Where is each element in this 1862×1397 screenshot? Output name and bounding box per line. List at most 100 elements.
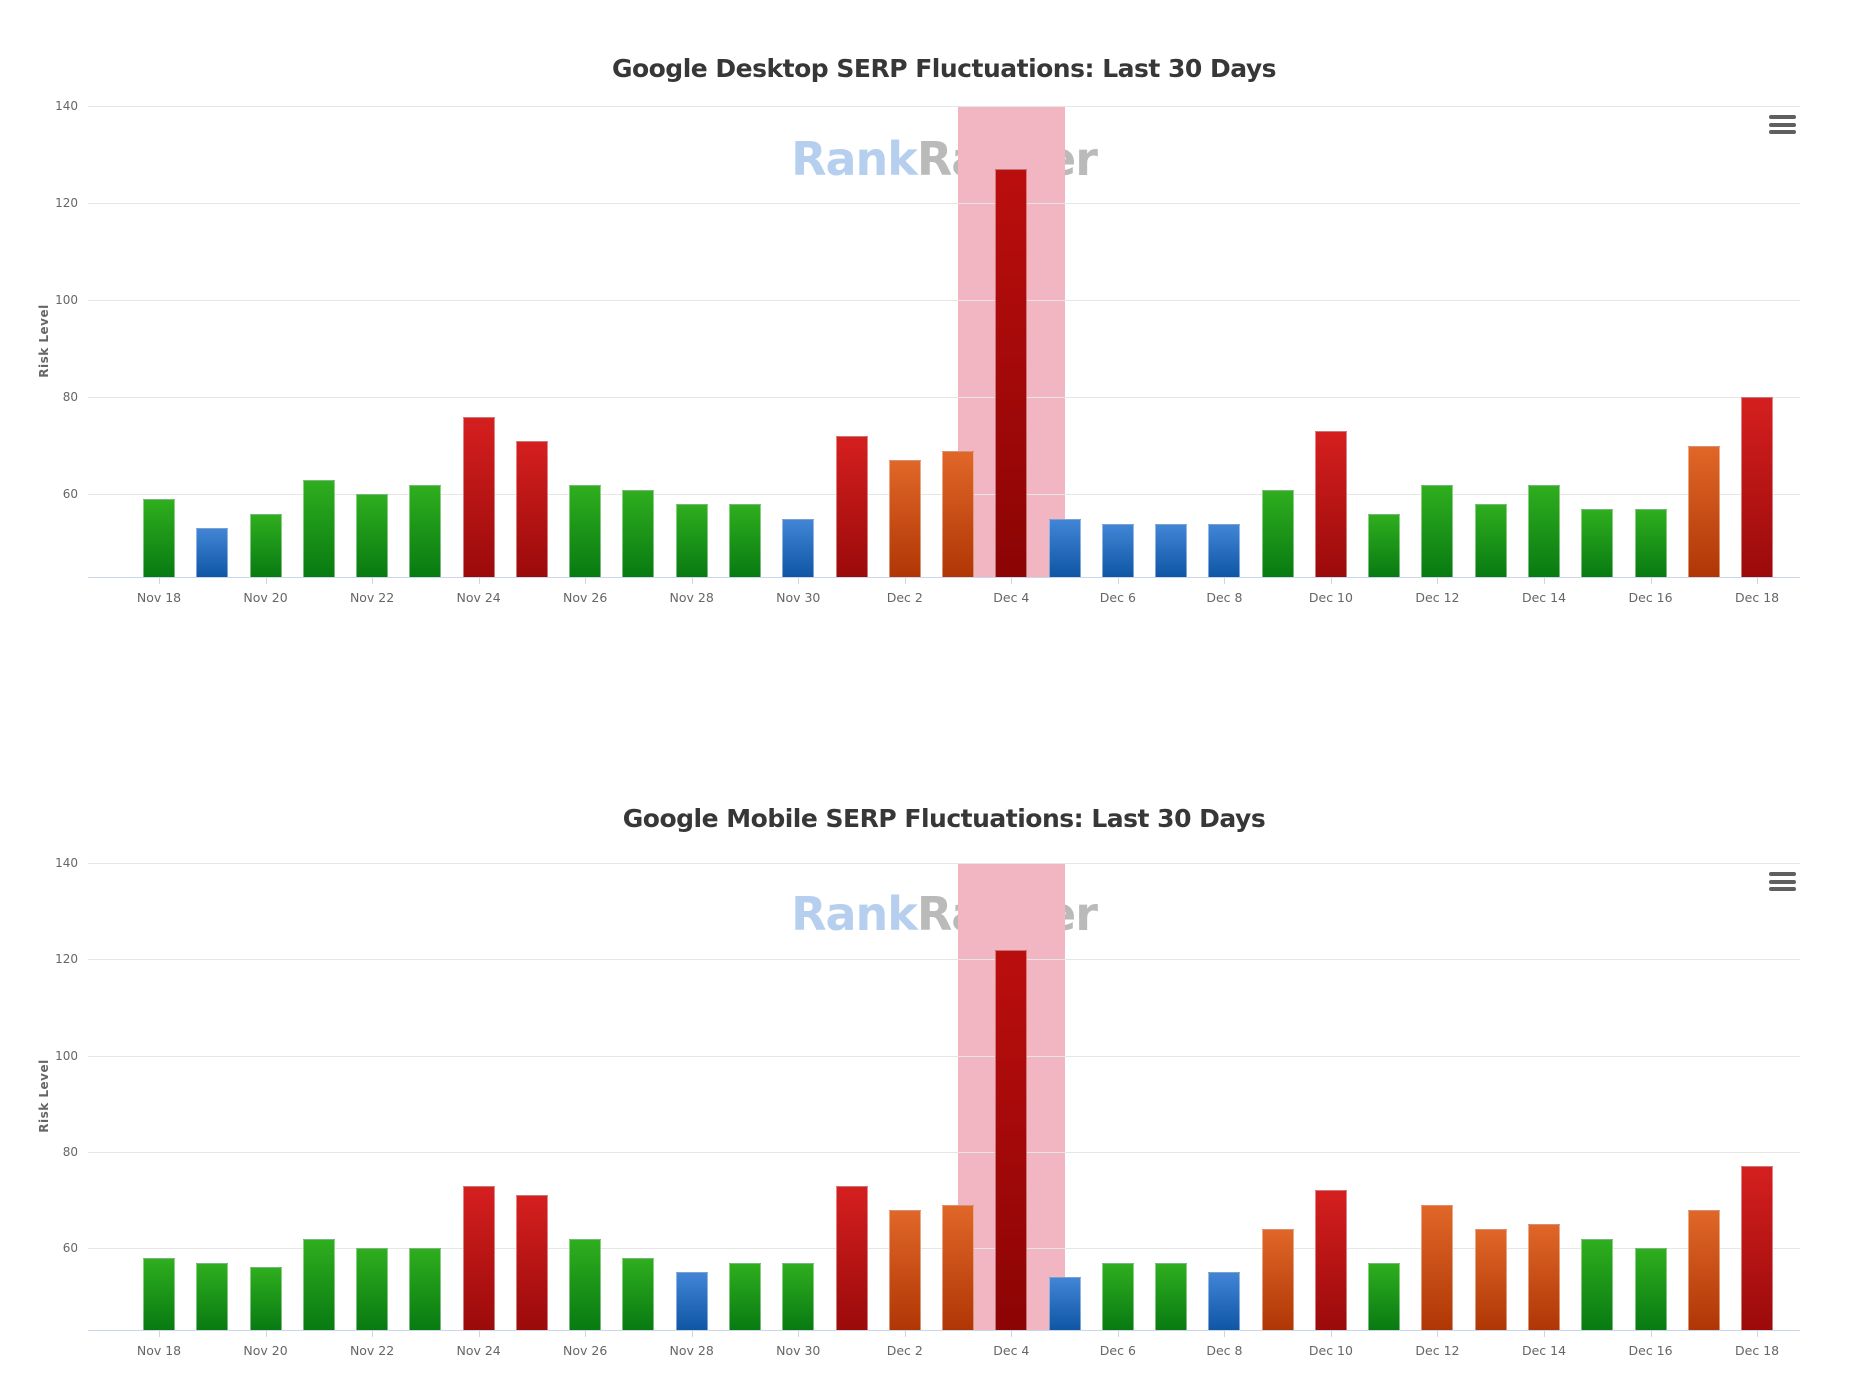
bar-nov-23[interactable] bbox=[409, 484, 442, 577]
bar-dec-11[interactable] bbox=[1368, 1262, 1401, 1330]
x-axis-tick bbox=[1117, 578, 1119, 584]
x-axis-tick-label: Dec 2 bbox=[886, 590, 923, 605]
y-axis-tick-label: 140 bbox=[55, 99, 78, 113]
bar-dec-16[interactable] bbox=[1634, 1248, 1667, 1330]
x-axis-tick bbox=[1330, 1331, 1332, 1337]
bar-dec-16[interactable] bbox=[1634, 509, 1667, 577]
x-axis-tick-label: Dec 6 bbox=[1099, 1343, 1136, 1358]
bar-nov-19[interactable] bbox=[196, 528, 229, 577]
bar-dec-13[interactable] bbox=[1474, 1228, 1507, 1330]
bar-nov-25[interactable] bbox=[515, 441, 548, 577]
bar-dec-13[interactable] bbox=[1474, 504, 1507, 577]
x-axis-tick-label: Nov 24 bbox=[456, 1343, 501, 1358]
y-gridline bbox=[88, 1055, 1800, 1057]
bar-dec-6[interactable] bbox=[1101, 1262, 1134, 1330]
bar-nov-28[interactable] bbox=[675, 1272, 708, 1330]
bar-dec-11[interactable] bbox=[1368, 513, 1401, 577]
bar-nov-28[interactable] bbox=[675, 504, 708, 577]
bar-dec-12[interactable] bbox=[1421, 1204, 1454, 1330]
bar-dec-1[interactable] bbox=[835, 1185, 868, 1330]
x-axis-tick-label: Dec 4 bbox=[993, 1343, 1030, 1358]
bar-nov-22[interactable] bbox=[356, 1248, 389, 1330]
bar-dec-14[interactable] bbox=[1528, 1224, 1561, 1330]
x-axis-tick-label: Nov 18 bbox=[136, 590, 182, 605]
bar-dec-17[interactable] bbox=[1687, 445, 1720, 577]
hamburger-menu-icon[interactable] bbox=[1769, 872, 1796, 891]
desktop-yaxis-title: Risk Level bbox=[37, 304, 51, 378]
bar-dec-1[interactable] bbox=[835, 436, 868, 577]
bar-dec-9[interactable] bbox=[1261, 1228, 1294, 1330]
bar-nov-19[interactable] bbox=[196, 1262, 229, 1330]
bar-nov-21[interactable] bbox=[302, 479, 335, 577]
bar-dec-6[interactable] bbox=[1101, 523, 1134, 577]
bar-nov-25[interactable] bbox=[515, 1195, 548, 1330]
bar-dec-3[interactable] bbox=[942, 1204, 975, 1330]
bar-dec-17[interactable] bbox=[1687, 1209, 1720, 1330]
bar-dec-9[interactable] bbox=[1261, 489, 1294, 577]
x-axis-tick bbox=[798, 578, 800, 584]
x-axis-tick bbox=[1650, 1331, 1652, 1337]
x-axis-tick-label: Nov 20 bbox=[243, 1343, 288, 1358]
bar-nov-27[interactable] bbox=[622, 1257, 655, 1330]
x-axis-tick-label: Dec 6 bbox=[1099, 590, 1136, 605]
bar-nov-29[interactable] bbox=[728, 1262, 761, 1330]
bar-dec-4[interactable] bbox=[995, 949, 1028, 1330]
bar-nov-24[interactable] bbox=[462, 1185, 495, 1330]
bar-nov-24[interactable] bbox=[462, 416, 495, 577]
x-axis-tick bbox=[1544, 578, 1546, 584]
bar-nov-26[interactable] bbox=[569, 1238, 602, 1330]
bar-dec-2[interactable] bbox=[888, 460, 921, 577]
bar-nov-30[interactable] bbox=[782, 518, 815, 577]
bar-nov-23[interactable] bbox=[409, 1248, 442, 1330]
bar-nov-26[interactable] bbox=[569, 484, 602, 577]
bar-dec-5[interactable] bbox=[1048, 1277, 1081, 1330]
x-axis-tick bbox=[1650, 578, 1652, 584]
x-axis-tick-label: Nov 22 bbox=[349, 1343, 395, 1358]
x-axis-tick-label: Nov 20 bbox=[243, 590, 288, 605]
bar-nov-22[interactable] bbox=[356, 494, 389, 577]
mobile-chart-title: Google Mobile SERP Fluctuations: Last 30… bbox=[622, 804, 1266, 833]
x-axis-tick-label: Dec 18 bbox=[1735, 590, 1780, 605]
desktop-chart-title: Google Desktop SERP Fluctuations: Last 3… bbox=[611, 54, 1277, 83]
x-axis-tick-label: Dec 10 bbox=[1308, 1343, 1353, 1358]
y-gridline bbox=[88, 300, 1800, 302]
bar-dec-10[interactable] bbox=[1314, 1190, 1347, 1330]
bar-dec-8[interactable] bbox=[1208, 1272, 1241, 1330]
bar-dec-14[interactable] bbox=[1528, 484, 1561, 577]
x-axis-tick bbox=[1437, 578, 1439, 584]
x-axis-tick bbox=[159, 1331, 160, 1337]
bar-nov-21[interactable] bbox=[302, 1238, 335, 1330]
x-axis-tick-label: Dec 8 bbox=[1206, 590, 1243, 605]
bar-dec-12[interactable] bbox=[1421, 484, 1454, 577]
y-gridline bbox=[88, 106, 1800, 107]
bar-dec-3[interactable] bbox=[942, 450, 975, 577]
bar-nov-20[interactable] bbox=[249, 513, 282, 577]
bar-dec-5[interactable] bbox=[1048, 518, 1081, 577]
x-axis-tick-label: Dec 16 bbox=[1628, 1343, 1673, 1358]
bar-dec-15[interactable] bbox=[1581, 509, 1614, 577]
x-axis-tick bbox=[1117, 1331, 1119, 1337]
bar-nov-27[interactable] bbox=[622, 489, 655, 577]
x-axis-tick bbox=[691, 1331, 693, 1337]
bar-dec-10[interactable] bbox=[1314, 431, 1347, 577]
bar-dec-4[interactable] bbox=[995, 169, 1028, 577]
y-gridline bbox=[88, 203, 1800, 205]
hamburger-menu-icon[interactable] bbox=[1769, 115, 1796, 134]
bar-nov-20[interactable] bbox=[249, 1267, 282, 1330]
bar-nov-18[interactable] bbox=[143, 499, 175, 577]
bar-dec-7[interactable] bbox=[1155, 1262, 1188, 1330]
bar-dec-2[interactable] bbox=[888, 1209, 921, 1330]
bar-nov-18[interactable] bbox=[143, 1257, 175, 1330]
bar-dec-18[interactable] bbox=[1741, 1166, 1774, 1330]
bar-nov-29[interactable] bbox=[728, 504, 761, 577]
x-axis-tick-label: Dec 10 bbox=[1308, 590, 1353, 605]
bar-dec-7[interactable] bbox=[1155, 523, 1188, 577]
y-axis-tick-label: 140 bbox=[55, 856, 78, 870]
bar-dec-18[interactable] bbox=[1741, 397, 1774, 577]
x-axis-tick bbox=[1011, 1331, 1013, 1337]
bar-nov-30[interactable] bbox=[782, 1262, 815, 1330]
mobile-yaxis-title: Risk Level bbox=[37, 1059, 51, 1133]
bar-dec-8[interactable] bbox=[1208, 523, 1241, 577]
x-axis-tick bbox=[904, 1331, 906, 1337]
bar-dec-15[interactable] bbox=[1581, 1238, 1614, 1330]
